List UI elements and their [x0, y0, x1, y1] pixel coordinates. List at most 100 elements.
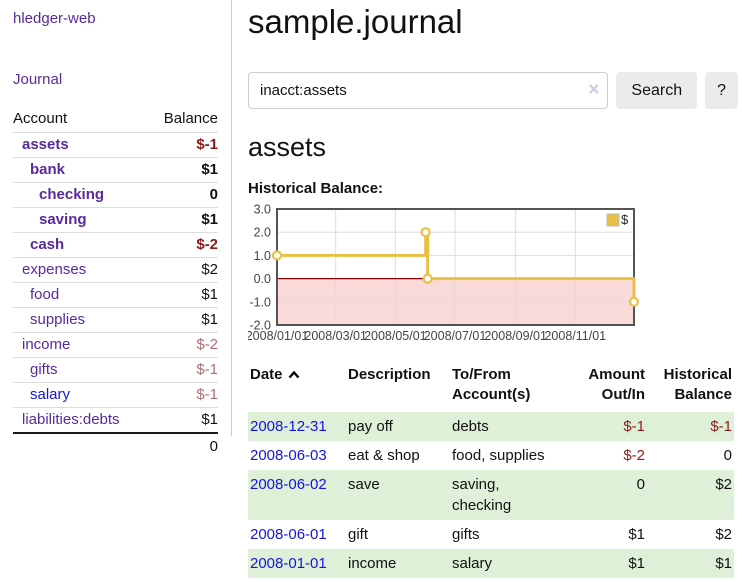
description-column-header: Description — [348, 366, 431, 383]
plot-border — [276, 208, 635, 326]
transaction-date-link[interactable]: 2008-12-31 — [250, 417, 327, 435]
transaction-row[interactable]: 2008-01-01 income salary $1 $1 — [248, 548, 734, 578]
account-balance: $1 — [201, 161, 218, 178]
y-axis-tick-label: -1.0 — [249, 295, 271, 309]
x-axis-tick-label: 2008/11/01 — [544, 329, 606, 343]
transaction-accounts: food, supplies — [452, 446, 545, 464]
account-link[interactable]: expenses — [22, 261, 87, 278]
help-button[interactable]: ? — [705, 72, 738, 109]
page-title: sample.journal — [248, 3, 463, 40]
transaction-row[interactable]: 2008-06-02 save saving, checking 0 $2 — [248, 469, 734, 520]
y-axis-tick-label: 3.0 — [254, 203, 271, 217]
account-row: supplies $1 — [13, 308, 218, 333]
y-axis-tick-label: 2.0 — [254, 226, 271, 240]
accounts-table-header: Account Balance — [13, 107, 218, 133]
account-row: food $1 — [13, 283, 218, 308]
x-axis-tick-label: 2008/05/01 — [364, 329, 427, 343]
sidebar: hledger-web Journal Account Balance asse… — [0, 0, 232, 455]
account-link[interactable]: food — [30, 286, 60, 303]
y-axis-tick-label: 1.0 — [254, 249, 271, 263]
transaction-accounts: debts — [452, 417, 489, 435]
balance-column-header: Balance — [163, 110, 218, 127]
register-header-row: Date Description To/From Account(s) Amou… — [248, 363, 734, 412]
account-link[interactable]: bank — [30, 161, 66, 178]
transaction-balance: $1 — [715, 554, 732, 572]
account-link[interactable]: liabilities:debts — [22, 411, 120, 428]
transaction-balance: $-1 — [710, 417, 732, 435]
legend-swatch — [606, 213, 620, 227]
account-link[interactable]: gifts — [30, 361, 58, 378]
account-balance: $2 — [201, 261, 218, 278]
account-balance: $1 — [201, 311, 218, 328]
account-link[interactable]: saving — [39, 211, 87, 228]
transaction-date-link[interactable]: 2008-06-03 — [250, 446, 327, 464]
search-input[interactable] — [248, 72, 609, 109]
date-column-header[interactable]: Date — [248, 363, 346, 412]
account-link[interactable]: checking — [39, 186, 105, 203]
account-balance: $-2 — [196, 236, 218, 253]
transaction-amount: $-1 — [623, 417, 645, 435]
account-row: bank $1 — [13, 158, 218, 183]
transaction-balance: $2 — [715, 475, 732, 493]
data-point-marker[interactable] — [628, 296, 640, 307]
transaction-row[interactable]: 2008-12-31 pay off debts $-1 $-1 — [248, 411, 734, 441]
x-axis-tick-label: 2008/07/01 — [424, 329, 487, 343]
account-balance: $-1 — [196, 136, 218, 153]
account-link[interactable]: supplies — [30, 311, 86, 328]
transaction-amount: 0 — [636, 475, 645, 493]
account-link[interactable]: cash — [30, 236, 65, 253]
transaction-description: income — [348, 554, 397, 572]
transaction-date-link[interactable]: 2008-06-02 — [250, 475, 327, 493]
search-button[interactable]: Search — [616, 72, 698, 109]
account-row: salary $-1 — [13, 383, 218, 408]
account-balance: $1 — [201, 411, 218, 428]
amount-column-header: Amount Out/In — [588, 366, 645, 404]
sort-ascending-icon — [288, 366, 300, 386]
transaction-balance: $2 — [715, 525, 732, 543]
account-balance: $-1 — [196, 361, 218, 378]
transaction-date-link[interactable]: 2008-01-01 — [250, 554, 327, 572]
balance-column-header-register: Historical Balance — [663, 366, 732, 404]
y-axis-tick-label: -2.0 — [249, 319, 271, 333]
data-point-marker[interactable] — [420, 227, 431, 238]
account-row: income $-2 — [13, 333, 218, 358]
transaction-description: eat & shop — [348, 446, 420, 464]
account-link[interactable]: assets — [22, 136, 69, 153]
account-link[interactable]: income — [22, 336, 71, 353]
transaction-amount: $-2 — [623, 446, 645, 464]
account-link[interactable]: salary — [30, 386, 71, 403]
accounts-total-row: 0 — [13, 433, 218, 459]
search-form: × Search ? — [248, 72, 738, 109]
account-row: liabilities:debts $1 — [13, 408, 218, 433]
app-brand-link[interactable]: hledger-web — [13, 10, 96, 27]
data-point-marker[interactable] — [271, 250, 283, 261]
y-axis-tick-label: 0.0 — [254, 272, 271, 286]
transaction-row[interactable]: 2008-06-01 gift gifts $1 $2 — [248, 520, 734, 549]
x-axis-tick-label: 2008/03/01 — [304, 329, 367, 343]
register-table: Date Description To/From Account(s) Amou… — [248, 363, 734, 578]
transaction-balance: 0 — [723, 446, 732, 464]
account-column-header: Account — [13, 110, 68, 127]
account-balance: 0 — [209, 186, 218, 203]
transaction-row[interactable]: 2008-06-03 eat & shop food, supplies $-2 0 — [248, 441, 734, 470]
account-balance: $-2 — [196, 336, 218, 353]
clear-search-icon[interactable]: × — [588, 79, 600, 101]
transaction-accounts: salary — [452, 554, 493, 572]
x-axis-tick-label: 2008/09/01 — [484, 329, 547, 343]
historical-balance-chart[interactable]: $3.0 2.0 1.0 0.0 -1.0 -2.02008/01/012008/03/0… — [248, 202, 718, 347]
account-row: cash $-2 — [13, 233, 218, 258]
account-row: gifts $-1 — [13, 358, 218, 383]
account-row: assets $-1 — [13, 133, 218, 158]
legend-label: $ — [621, 212, 629, 227]
sidebar-item-journal[interactable]: Journal — [13, 71, 63, 88]
account-row: checking 0 — [13, 183, 218, 208]
data-point-marker[interactable] — [422, 273, 433, 284]
chart-title: Historical Balance: — [248, 180, 384, 197]
account-row: expenses $2 — [13, 258, 218, 283]
transaction-date-link[interactable]: 2008-06-01 — [250, 525, 327, 543]
accounts-table: Account Balance assets $-1 bank $1 checking 0… — [13, 107, 218, 459]
accounts-total-value: 0 — [209, 438, 218, 455]
account-balance: $-1 — [196, 386, 218, 403]
accounts-column-header: To/From Account(s) — [452, 366, 531, 404]
account-row: saving $1 — [13, 208, 218, 233]
